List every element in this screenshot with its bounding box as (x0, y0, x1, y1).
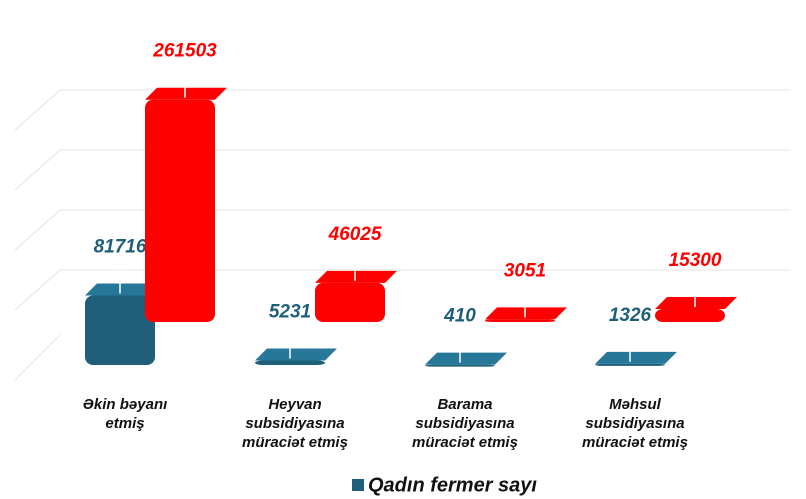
x-tick-label: subsidiyasına (245, 415, 344, 432)
bar-top (425, 352, 507, 365)
bar-top (655, 296, 737, 309)
bar-top (595, 351, 677, 364)
legend-label: Qadın fermer sayı (368, 474, 537, 496)
grid-line (14, 89, 61, 131)
x-tick-label: subsidiyasına (585, 415, 684, 432)
x-tick-label: Əkin bəyanı (83, 396, 168, 413)
bar (255, 360, 325, 365)
bar (425, 364, 495, 367)
value-label: 1326 (609, 305, 652, 326)
legend-swatch (352, 479, 364, 491)
bar-top (485, 307, 567, 320)
bar (595, 363, 665, 366)
bar-top (315, 270, 397, 283)
value-label: 3051 (504, 260, 546, 281)
x-tick-label: subsidiyasına (415, 415, 514, 432)
x-tick-label: etmiş (105, 415, 144, 432)
grid-line (14, 209, 61, 251)
value-label: 5231 (269, 302, 311, 323)
x-tick-label: müraciət etmiş (242, 434, 348, 451)
x-tick-label: müraciət etmiş (412, 434, 518, 451)
bar-top (145, 87, 227, 100)
x-tick-label: müraciət etmiş (582, 434, 688, 451)
value-label: 46025 (328, 224, 382, 245)
x-tick-label: Heyvan (268, 396, 321, 413)
bar (655, 308, 725, 322)
grid-line (14, 149, 61, 191)
bar (485, 319, 555, 322)
bar (145, 99, 215, 323)
x-tick-label: Məhsul (609, 396, 662, 413)
x-tick-label: Barama (437, 396, 492, 413)
value-label: 81716 (94, 237, 147, 258)
grid-line (14, 269, 61, 311)
bar (315, 282, 385, 322)
value-label: 410 (443, 306, 476, 327)
grid-line (14, 334, 61, 381)
bar-top (255, 348, 337, 361)
bar (85, 295, 155, 365)
value-label: 15300 (669, 250, 722, 271)
value-label: 261503 (152, 41, 217, 62)
